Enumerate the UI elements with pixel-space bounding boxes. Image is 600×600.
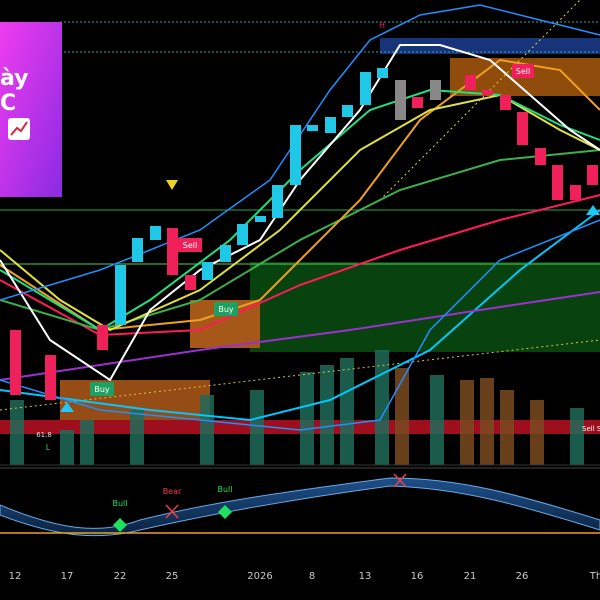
banner-line: ày: [0, 66, 29, 91]
x-label: 2026: [247, 571, 272, 582]
x-label: 13: [359, 571, 372, 582]
osc-label: Bull: [217, 485, 232, 494]
upper-band: [0, 4, 600, 301]
volume-bars: [10, 350, 584, 465]
purple-ma: [0, 291, 600, 381]
bull-marker: [113, 518, 127, 532]
sell-label: Sell: [183, 241, 197, 250]
buy-label: Buy: [218, 305, 234, 314]
x-label: 17: [61, 571, 74, 582]
banner-line: C: [0, 91, 16, 116]
high-marker: H: [379, 21, 385, 30]
oscillator-wave: [0, 477, 600, 537]
blue-ma: [0, 209, 600, 422]
white-ma: [0, 44, 600, 382]
candles: [10, 68, 598, 400]
low-marker: L: [46, 443, 51, 452]
x-label: 22: [114, 571, 127, 582]
osc-label: Bull: [112, 499, 127, 508]
banner: [0, 22, 62, 197]
lower-band: [0, 219, 600, 431]
sell-tag: [178, 238, 202, 252]
yellow-ma: [0, 93, 600, 332]
x-label: 25: [166, 571, 179, 582]
buy-label: Buy: [94, 385, 110, 394]
arrows: [60, 180, 600, 412]
fib-marker: 61.8: [36, 431, 52, 439]
x-label: 12: [9, 571, 22, 582]
zones: [0, 38, 600, 434]
guides: [0, 0, 600, 466]
x-label: 16: [411, 571, 424, 582]
buy-tag: [214, 302, 238, 316]
x-label: 8: [309, 571, 315, 582]
x-label: 21: [464, 571, 477, 582]
x-label: Th: [589, 571, 600, 582]
sell-label: Sell: [516, 67, 530, 76]
time-axis: 12 17 22 25 2026 8 13 16 21 26 Th: [9, 571, 600, 582]
buy-tag: [90, 382, 114, 396]
chart-icon-line: [10, 121, 28, 136]
sell-signal-marker: Sell S: [582, 425, 600, 433]
bear-marker: [165, 473, 407, 519]
x-label: 26: [516, 571, 529, 582]
bull-marker: [218, 505, 232, 519]
osc-label: Bear: [163, 487, 182, 496]
sell-tag: [512, 64, 534, 78]
